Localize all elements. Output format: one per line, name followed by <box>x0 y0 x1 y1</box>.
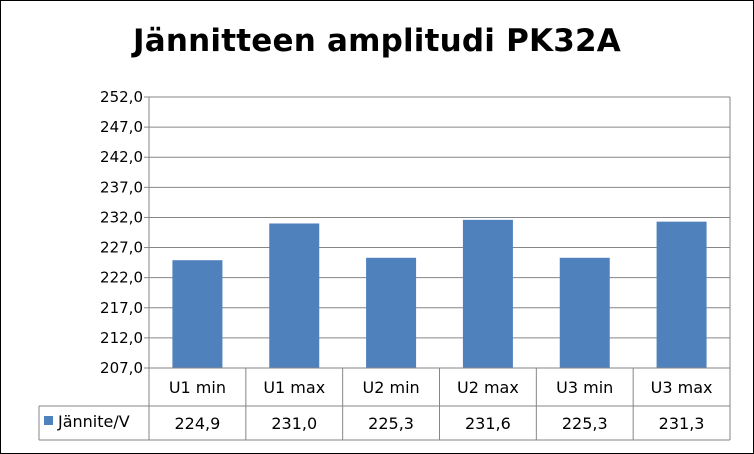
y-tick-label: 237,0 <box>100 178 143 196</box>
bar <box>656 221 707 368</box>
category-label: U1 max <box>263 378 325 397</box>
data-label: 231,3 <box>659 414 705 433</box>
bar <box>172 260 223 368</box>
y-tick-label: 222,0 <box>100 269 143 287</box>
bar <box>462 219 513 368</box>
y-tick-label: 207,0 <box>100 359 143 377</box>
data-label: 224,9 <box>175 414 221 433</box>
category-label: U2 min <box>363 378 420 397</box>
y-tick-label: 232,0 <box>100 208 143 226</box>
bar <box>366 257 417 368</box>
category-label: U2 max <box>457 378 519 397</box>
y-tick-label: 247,0 <box>100 118 143 136</box>
data-label: 225,3 <box>562 414 608 433</box>
y-tick-label: 252,0 <box>100 88 143 106</box>
data-label: 231,6 <box>465 414 511 433</box>
bar <box>269 223 320 368</box>
data-label: 231,0 <box>271 414 317 433</box>
legend-label: Jännite/V <box>57 412 130 431</box>
y-tick-label: 217,0 <box>100 299 143 317</box>
chart-title: Jännitteen amplitudi PK32A <box>132 23 621 59</box>
y-tick-label: 212,0 <box>100 329 143 347</box>
category-label: U3 min <box>556 378 613 397</box>
bar <box>559 257 610 368</box>
y-tick-label: 242,0 <box>100 148 143 166</box>
y-tick-label: 227,0 <box>100 239 143 257</box>
legend-swatch <box>44 416 53 425</box>
data-label: 225,3 <box>368 414 414 433</box>
category-label: U3 max <box>651 378 713 397</box>
category-label: U1 min <box>169 378 226 397</box>
